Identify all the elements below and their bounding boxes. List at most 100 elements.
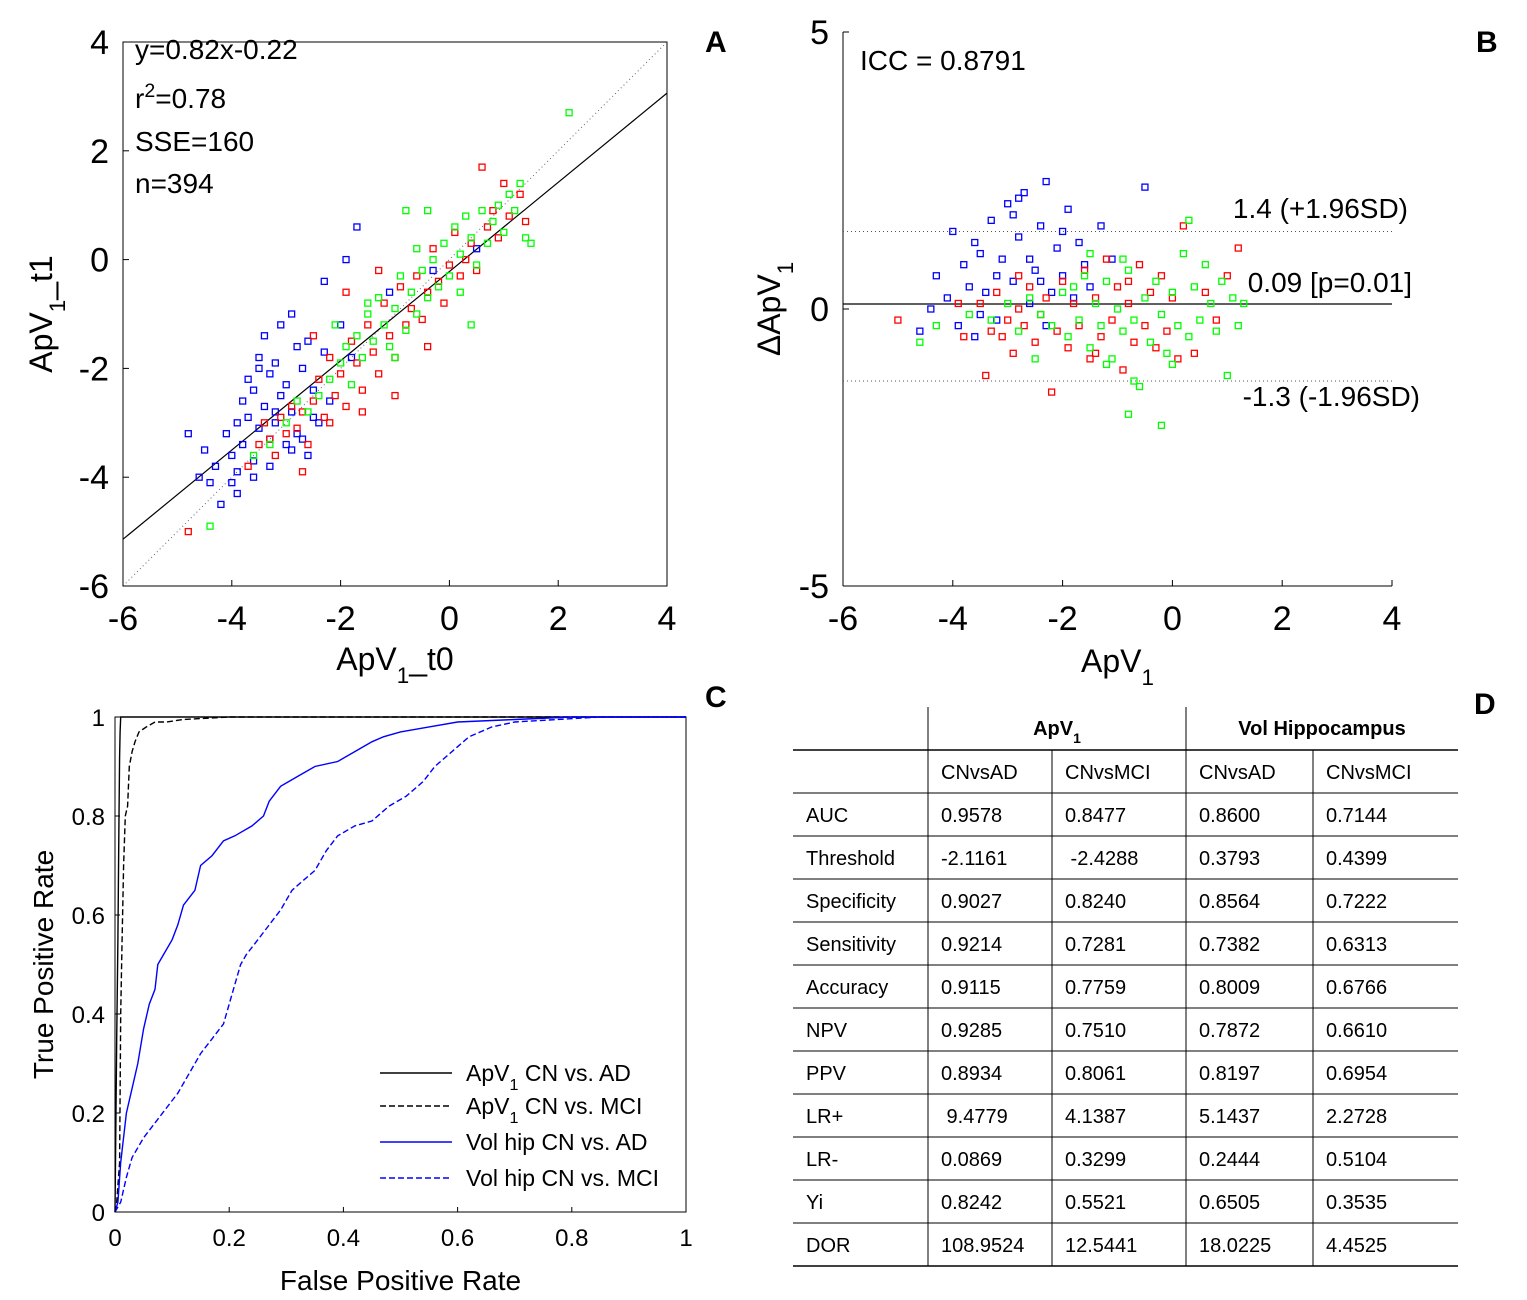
panel-a-point: [266, 440, 274, 449]
panel-b-lower-loa-label: -1.3 (-1.96SD): [1243, 381, 1420, 412]
panel-a-point: [287, 310, 296, 318]
panel-b-point: [1141, 321, 1149, 330]
panel-d-cell: 0.5104: [1326, 1149, 1387, 1171]
panel-d-cell: 4.4525: [1326, 1235, 1387, 1257]
panel-a-point: [244, 413, 252, 422]
panel-b-point: [1124, 266, 1133, 274]
panel-b-point: [1168, 360, 1177, 369]
panel-a-point: [320, 413, 328, 422]
panel-b-xtick-label: -4: [938, 600, 968, 638]
panel-a-point: [353, 223, 361, 231]
panel-a-point: [249, 473, 258, 481]
panel-d-cell: 0.6954: [1326, 1063, 1387, 1085]
panel-b-point: [1015, 305, 1023, 313]
panel-a-point: [391, 353, 399, 362]
panel-a-point: [423, 206, 432, 215]
panel-a-point: [255, 424, 263, 432]
panel-b-ytick-label: 5: [810, 14, 829, 52]
panel-b-point: [1058, 288, 1067, 297]
panel-a-point: [369, 348, 377, 356]
panel-a-xlabel: ApV1_t0: [336, 641, 453, 688]
panel-d-cell: 12.5441: [1065, 1235, 1137, 1257]
panel-a-point: [385, 332, 394, 340]
panel-c-ytick-label: 0.4: [72, 1002, 105, 1029]
panel-c-letter: C: [705, 681, 727, 714]
panel-b-point: [976, 299, 984, 308]
panel-b-upper-loa-label: 1.4 (+1.96SD): [1233, 193, 1408, 224]
panel-d-cell: 0.2444: [1199, 1149, 1260, 1171]
panel-b-point: [1053, 244, 1061, 252]
panel-a-point: [309, 397, 318, 405]
panel-d-cell: 0.0869: [941, 1149, 1002, 1171]
panel-a-point: [233, 489, 241, 498]
panel-a-ytick-label: -6: [79, 568, 109, 606]
panel-c-xtick-label: 1: [679, 1225, 692, 1252]
panel-b-point: [954, 321, 962, 330]
panel-b-point: [1163, 327, 1171, 335]
panel-b-point: [1223, 371, 1231, 380]
panel-a-point: [347, 337, 356, 345]
panel-a-axes-box: [122, 41, 668, 587]
panel-b-point: [1020, 321, 1028, 330]
panel-a-point: [266, 462, 274, 470]
panel-b-point: [1108, 316, 1116, 324]
panel-b-point: [982, 371, 990, 380]
panel-a-point: [326, 419, 334, 427]
panel-b-point: [1036, 222, 1045, 230]
panel-a-point: [385, 342, 394, 351]
panel-d-row-label: DOR: [806, 1235, 850, 1257]
panel-b-point: [1102, 360, 1111, 369]
panel-a-n: n=394: [135, 168, 214, 199]
panel-a-point: [369, 337, 377, 345]
panel-b-point: [1146, 288, 1155, 297]
panel-b-point: [1207, 299, 1215, 308]
panel-b-point: [1097, 222, 1105, 230]
panel-d-cell: 0.7222: [1326, 891, 1387, 913]
panel-c-xtick-label: 0.4: [327, 1225, 360, 1252]
panel-a-point: [516, 179, 524, 188]
panel-a-point: [271, 451, 279, 460]
panel-a-point: [451, 223, 459, 231]
panel-b-point: [982, 288, 990, 297]
panel-a-ytick-label: -2: [79, 350, 109, 388]
panel-b-point: [1020, 189, 1028, 197]
panel-c-roc-line: [114, 716, 686, 1213]
panel-b-point: [1130, 338, 1138, 346]
panel-a-point: [342, 255, 350, 264]
panel-a-point: [494, 234, 503, 242]
panel-a-point: [396, 283, 405, 291]
panel-a-point: [320, 348, 328, 356]
panel-a-point: [277, 413, 285, 422]
panel-c-xlabel: False Positive Rate: [280, 1265, 521, 1296]
panel-b-point: [1174, 321, 1182, 330]
panel-a-point: [315, 419, 323, 427]
panel-d-cell: 0.9027: [941, 891, 1002, 913]
panel-d-cell: 0.8240: [1065, 891, 1126, 913]
panel-a-point: [206, 478, 214, 487]
panel-c-ytick-label: 0: [92, 1200, 105, 1227]
panel-a-point: [429, 245, 437, 253]
panel-b-point: [1174, 355, 1182, 363]
panel-a-point: [478, 163, 486, 171]
panel-d-cell: 0.4399: [1326, 848, 1387, 870]
panel-d-cell: 0.8197: [1199, 1063, 1260, 1085]
panel-c-roc-line: [114, 716, 686, 1213]
panel-a-point: [228, 451, 236, 460]
panel-a-point: [500, 179, 508, 188]
panel-b-point: [1163, 349, 1171, 357]
panel-c-roc-line: [114, 716, 686, 1213]
panel-b-point: [932, 272, 940, 280]
panel-b-point: [1124, 410, 1133, 418]
panel-a-point: [200, 446, 209, 454]
panel-a-point: [239, 397, 247, 405]
panel-a-point: [298, 364, 307, 373]
panel-a-point: [255, 364, 263, 373]
panel-a-point: [184, 527, 192, 536]
panel-b-point: [1229, 294, 1237, 302]
panel-b-point: [1086, 249, 1094, 258]
panel-a-point: [505, 190, 513, 198]
panel-a-point: [304, 440, 312, 449]
panel-b-point: [1036, 310, 1045, 319]
panel-a-ytick-label: -4: [79, 459, 109, 497]
panel-d-cell: 9.4779: [941, 1106, 1008, 1128]
